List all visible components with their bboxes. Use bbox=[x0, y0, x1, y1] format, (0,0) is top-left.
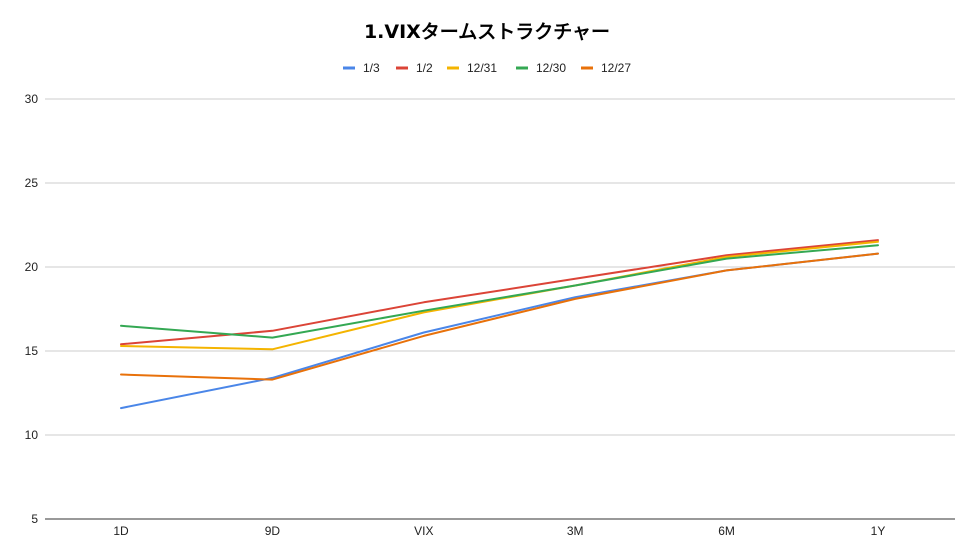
series-line-12-30 bbox=[120, 244, 879, 339]
x-tick-label-3M: 3M bbox=[567, 524, 584, 538]
legend-label-1-3: 1/3 bbox=[363, 61, 380, 75]
legend-label-12-30: 12/30 bbox=[536, 61, 566, 75]
y-tick-label-15: 15 bbox=[25, 344, 39, 358]
y-tick-label-30: 30 bbox=[25, 92, 39, 106]
x-tick-label-1D: 1D bbox=[113, 524, 129, 538]
x-tick-label-1Y: 1Y bbox=[871, 524, 886, 538]
x-tick-label-VIX: VIX bbox=[414, 524, 433, 538]
series-line-12-27 bbox=[120, 252, 879, 381]
legend-label-12-27: 12/27 bbox=[601, 61, 631, 75]
y-axis-ticks: 5 10 15 20 25 30 bbox=[25, 92, 39, 526]
series-lines bbox=[120, 239, 879, 410]
x-tick-label-6M: 6M bbox=[718, 524, 735, 538]
y-tick-label-5: 5 bbox=[31, 512, 38, 526]
gridlines bbox=[45, 98, 955, 520]
legend-label-1-2: 1/2 bbox=[416, 61, 433, 75]
x-tick-label-9D: 9D bbox=[265, 524, 281, 538]
series-line-1-3 bbox=[120, 252, 879, 410]
x-axis-ticks: 1D 9D VIX 3M 6M 1Y bbox=[113, 524, 885, 538]
y-tick-label-10: 10 bbox=[25, 428, 39, 442]
chart-title: 1.VIXタームストラクチャー bbox=[364, 21, 610, 43]
y-tick-label-25: 25 bbox=[25, 176, 39, 190]
legend-label-12-31: 12/31 bbox=[467, 61, 497, 75]
chart-legend: 1/3 1/2 12/31 12/30 12/27 bbox=[343, 61, 631, 75]
series-line-1-2 bbox=[120, 239, 879, 346]
y-tick-label-20: 20 bbox=[25, 260, 39, 274]
